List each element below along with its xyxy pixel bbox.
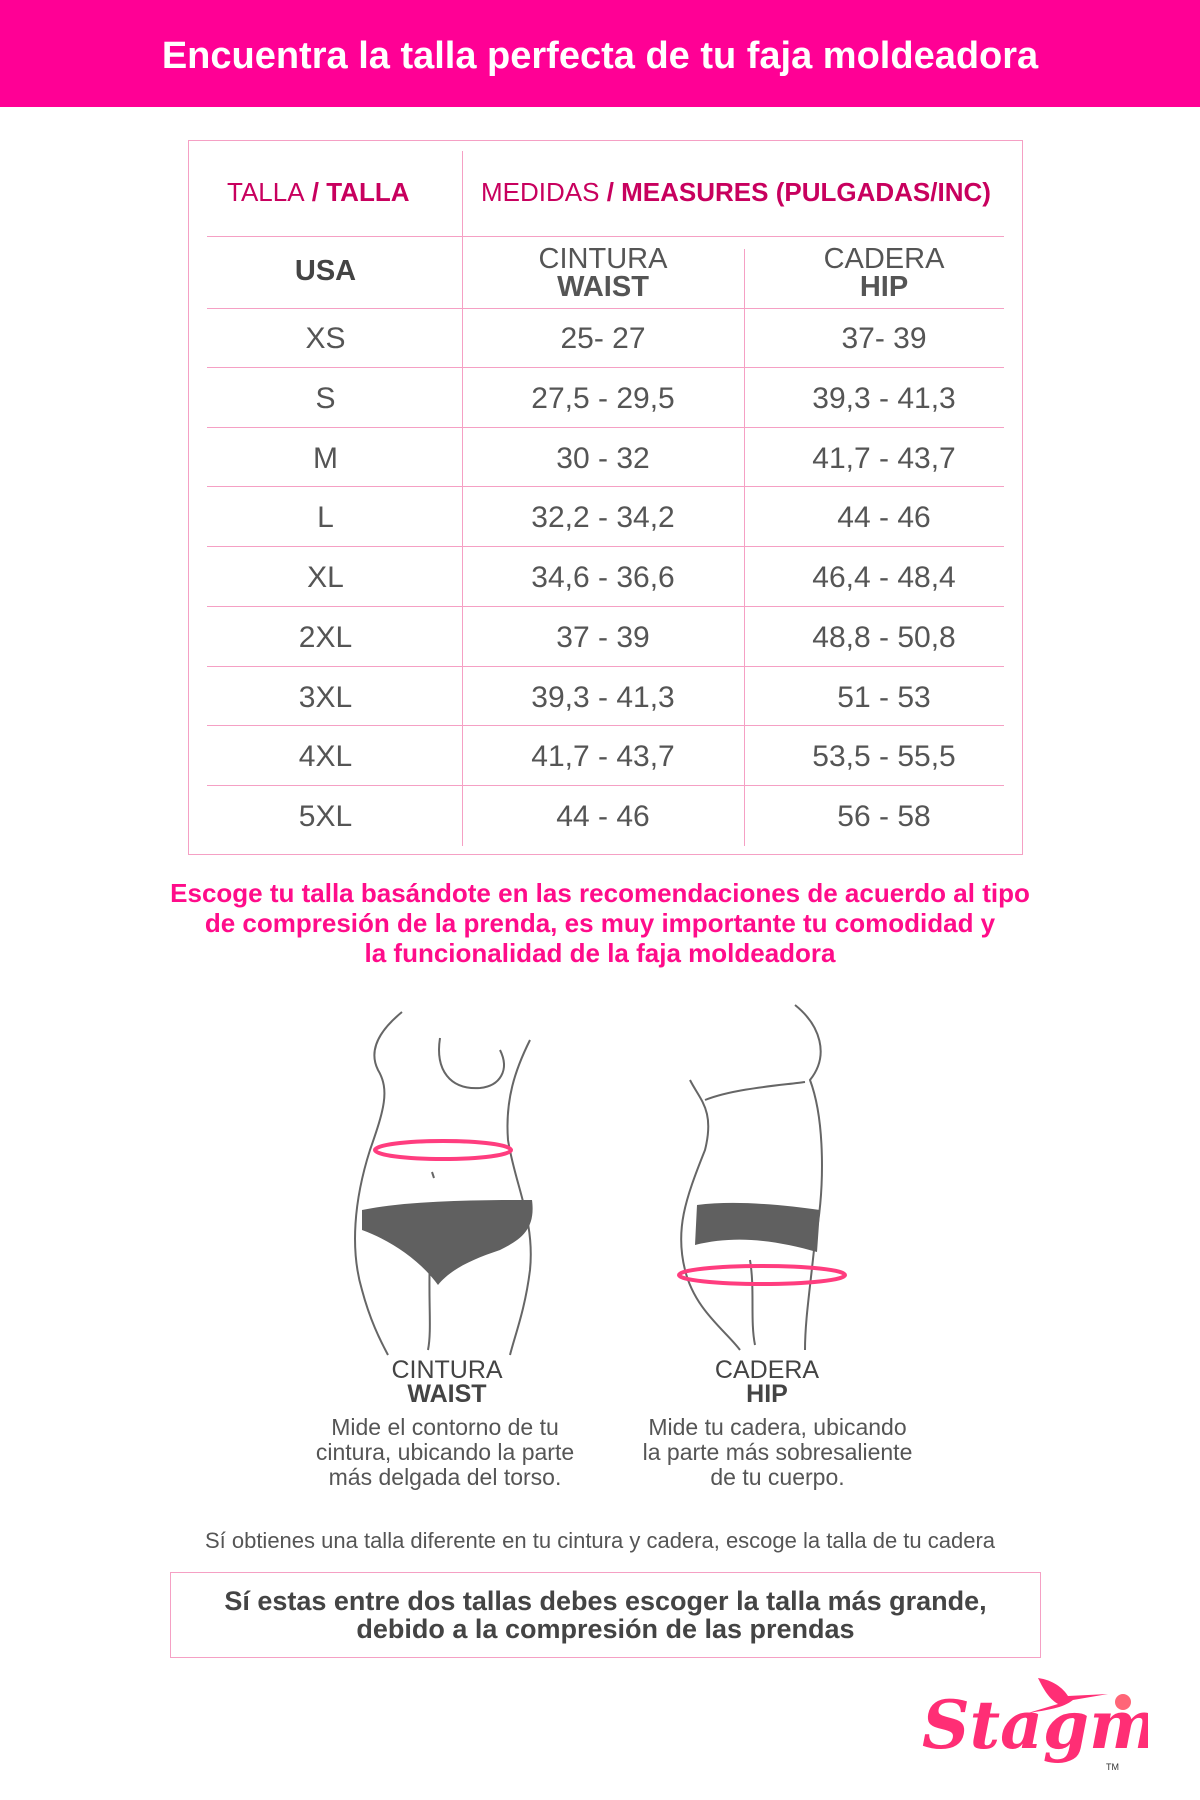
table-cell-hip: 41,7 - 43,7	[812, 442, 956, 475]
column-divider	[744, 249, 745, 846]
table-cell-waist: 44 - 46	[556, 800, 650, 833]
table-cell-size: 3XL	[298, 681, 353, 714]
table-cell-hip: 48,8 - 50,8	[812, 621, 956, 654]
table-cell-waist: 39,3 - 41,3	[531, 681, 675, 714]
table-cell-size: L	[317, 501, 334, 534]
waist-figure-illustration	[354, 1011, 533, 1356]
row-divider	[207, 236, 1004, 237]
table-cell-hip: 46,4 - 48,4	[812, 561, 956, 594]
row-divider	[207, 486, 1004, 487]
table-cell-hip: 53,5 - 55,5	[812, 740, 956, 773]
size-column-header: TALLA / TALLA	[227, 177, 410, 207]
row-divider	[207, 785, 1004, 786]
hip-figure-illustration	[677, 1004, 847, 1351]
row-divider	[207, 725, 1004, 726]
row-divider	[207, 367, 1004, 368]
row-divider	[207, 546, 1004, 547]
table-cell-waist: 41,7 - 43,7	[531, 740, 675, 773]
measures-column-header: MEDIDAS / MEASURES (PULGADAS/INC)	[481, 177, 991, 207]
stagmi-logo: Stagmi TM	[918, 1668, 1184, 1778]
table-cell-size: S	[315, 382, 336, 415]
svg-text:Stagmi: Stagmi	[922, 1686, 1148, 1764]
table-cell-size: M	[313, 442, 338, 475]
recommendation-text: Escoge tu talla basándote en las recomen…	[0, 878, 1200, 968]
table-cell-hip: 51 - 53	[837, 681, 931, 714]
row-divider	[207, 308, 1004, 309]
hip-description: Mide tu cadera, ubicando la parte más sob…	[642, 1414, 913, 1490]
table-cell-waist: 30 - 32	[556, 442, 650, 475]
table-cell-size: XL	[307, 561, 344, 594]
row-divider	[207, 427, 1004, 428]
recommendation-line: de compresión de la prenda, es muy impor…	[204, 908, 996, 938]
recommendation-line: Escoge tu talla basándote en las recomen…	[170, 878, 1030, 908]
table-cell-waist: 25- 27	[560, 322, 646, 355]
table-cell-size: 4XL	[298, 740, 353, 773]
table-cell-size: XS	[305, 322, 346, 355]
waist-label: CINTURA WAIST	[391, 1356, 503, 1408]
size-table: TALLA / TALLA MEDIDAS / MEASURES (PULGAD…	[188, 140, 1023, 855]
row-divider	[207, 606, 1004, 607]
table-cell-hip: 39,3 - 41,3	[812, 382, 956, 415]
table-cell-waist: 27,5 - 29,5	[531, 382, 675, 415]
table-cell-hip: 44 - 46	[837, 501, 931, 534]
waist-description: Mide el contorno de tu cintura, ubicando …	[315, 1414, 575, 1490]
row-divider	[207, 666, 1004, 667]
page-title: Encuentra la talla perfecta de tu faja m…	[0, 0, 1200, 107]
column-divider	[462, 151, 463, 846]
advice-box: Sí estas entre dos tallas debes escoger …	[170, 1572, 1041, 1658]
waist-header: CINTURA WAIST	[538, 243, 668, 303]
size-system-label: USA	[294, 255, 357, 287]
recommendation-line: la funcionalidad de la faja moldeadora	[364, 938, 836, 968]
hip-header: CADERA HIP	[823, 243, 945, 303]
table-cell-waist: 32,2 - 34,2	[531, 501, 675, 534]
table-cell-hip: 37- 39	[841, 322, 927, 355]
table-cell-waist: 37 - 39	[556, 621, 650, 654]
svg-text:TM: TM	[1106, 1762, 1119, 1772]
hip-label: CADERA HIP	[714, 1356, 820, 1408]
hip-size-note: Sí obtienes una talla diferente en tu ci…	[204, 1528, 996, 1553]
table-cell-hip: 56 - 58	[837, 800, 931, 833]
table-cell-waist: 34,6 - 36,6	[531, 561, 675, 594]
table-cell-size: 2XL	[298, 621, 353, 654]
table-cell-size: 5XL	[298, 800, 353, 833]
